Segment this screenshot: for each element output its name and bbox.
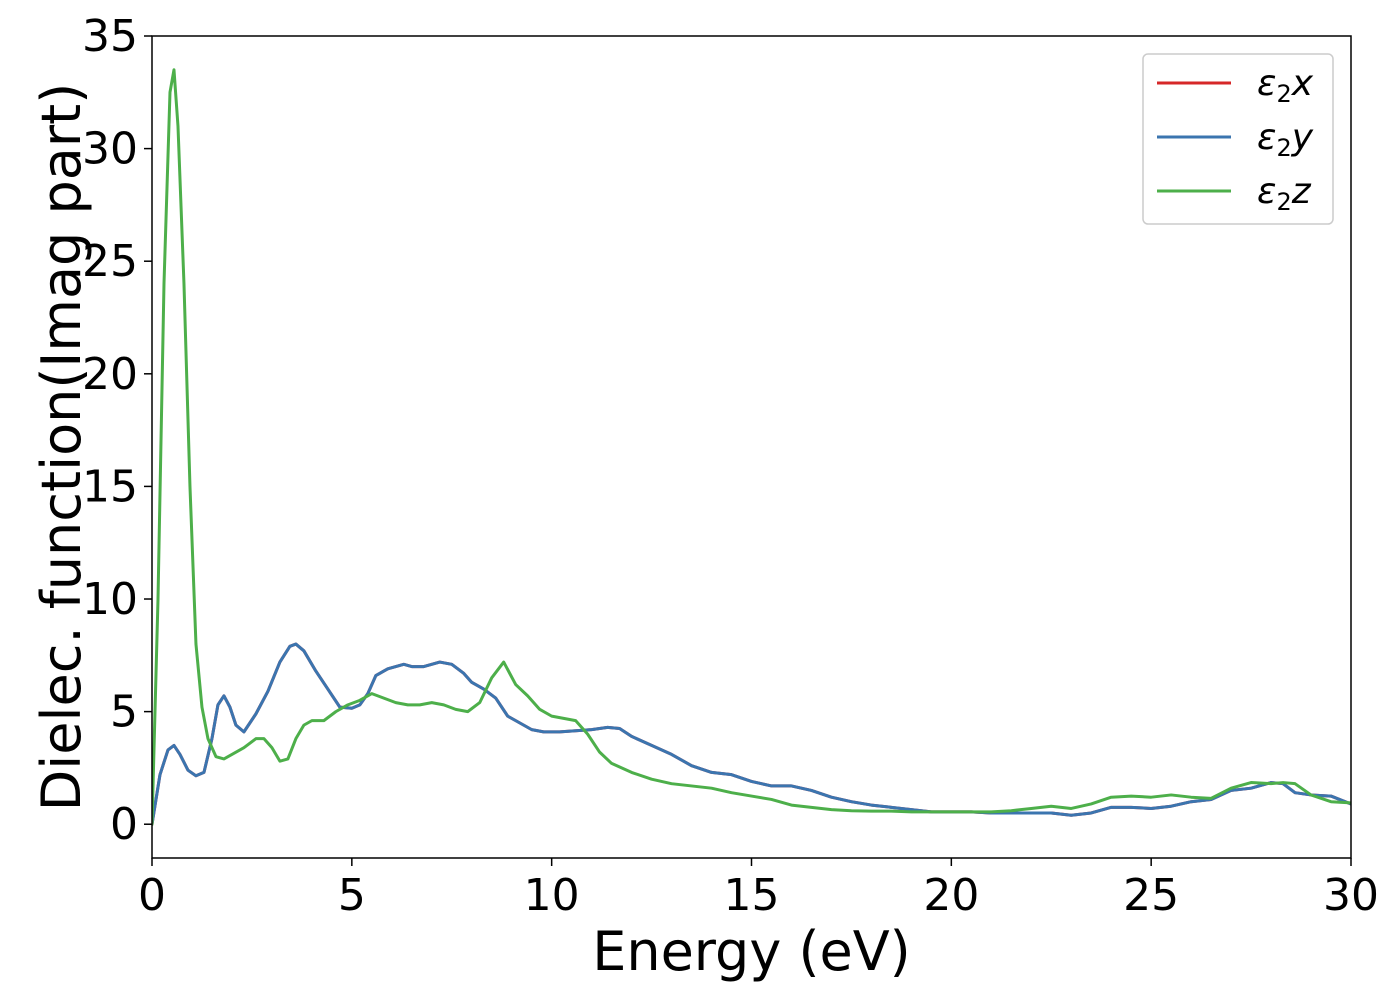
legend-label-y: ε2y — [1257, 117, 1314, 162]
x-tick-label: 25 — [1123, 870, 1179, 921]
x-tick-label: 5 — [338, 870, 366, 921]
x-tick-label: 30 — [1323, 870, 1379, 921]
plot-area — [152, 68, 1351, 826]
y-tick-label: 15 — [82, 461, 138, 512]
legend: ε2x ε2y ε2z — [1142, 53, 1334, 225]
legend-label-z: ε2z — [1257, 171, 1312, 216]
series-line-z — [152, 68, 1351, 826]
y-tick-label: 25 — [82, 236, 138, 287]
x-tick-label: 15 — [724, 870, 780, 921]
axes: 0 5 10 15 20 25 30 0 5 10 15 20 25 30 35 — [82, 11, 1379, 921]
x-axis-label: Energy (eV) — [592, 920, 911, 983]
y-tick-label: 5 — [110, 687, 138, 738]
y-axis-label: Dielec. function(Imag part) — [30, 83, 93, 812]
x-tick-label: 20 — [923, 870, 979, 921]
legend-box — [1142, 53, 1334, 225]
series-line-y — [152, 642, 1351, 826]
y-tick-label: 20 — [82, 349, 138, 400]
y-tick-label: 30 — [82, 124, 138, 175]
y-tick-label: 35 — [82, 11, 138, 62]
y-tick-label: 10 — [82, 574, 138, 625]
y-tick-label: 0 — [110, 799, 138, 850]
legend-label-x: ε2x — [1257, 63, 1314, 108]
x-tick-label: 0 — [138, 870, 166, 921]
x-tick-label: 10 — [524, 870, 580, 921]
